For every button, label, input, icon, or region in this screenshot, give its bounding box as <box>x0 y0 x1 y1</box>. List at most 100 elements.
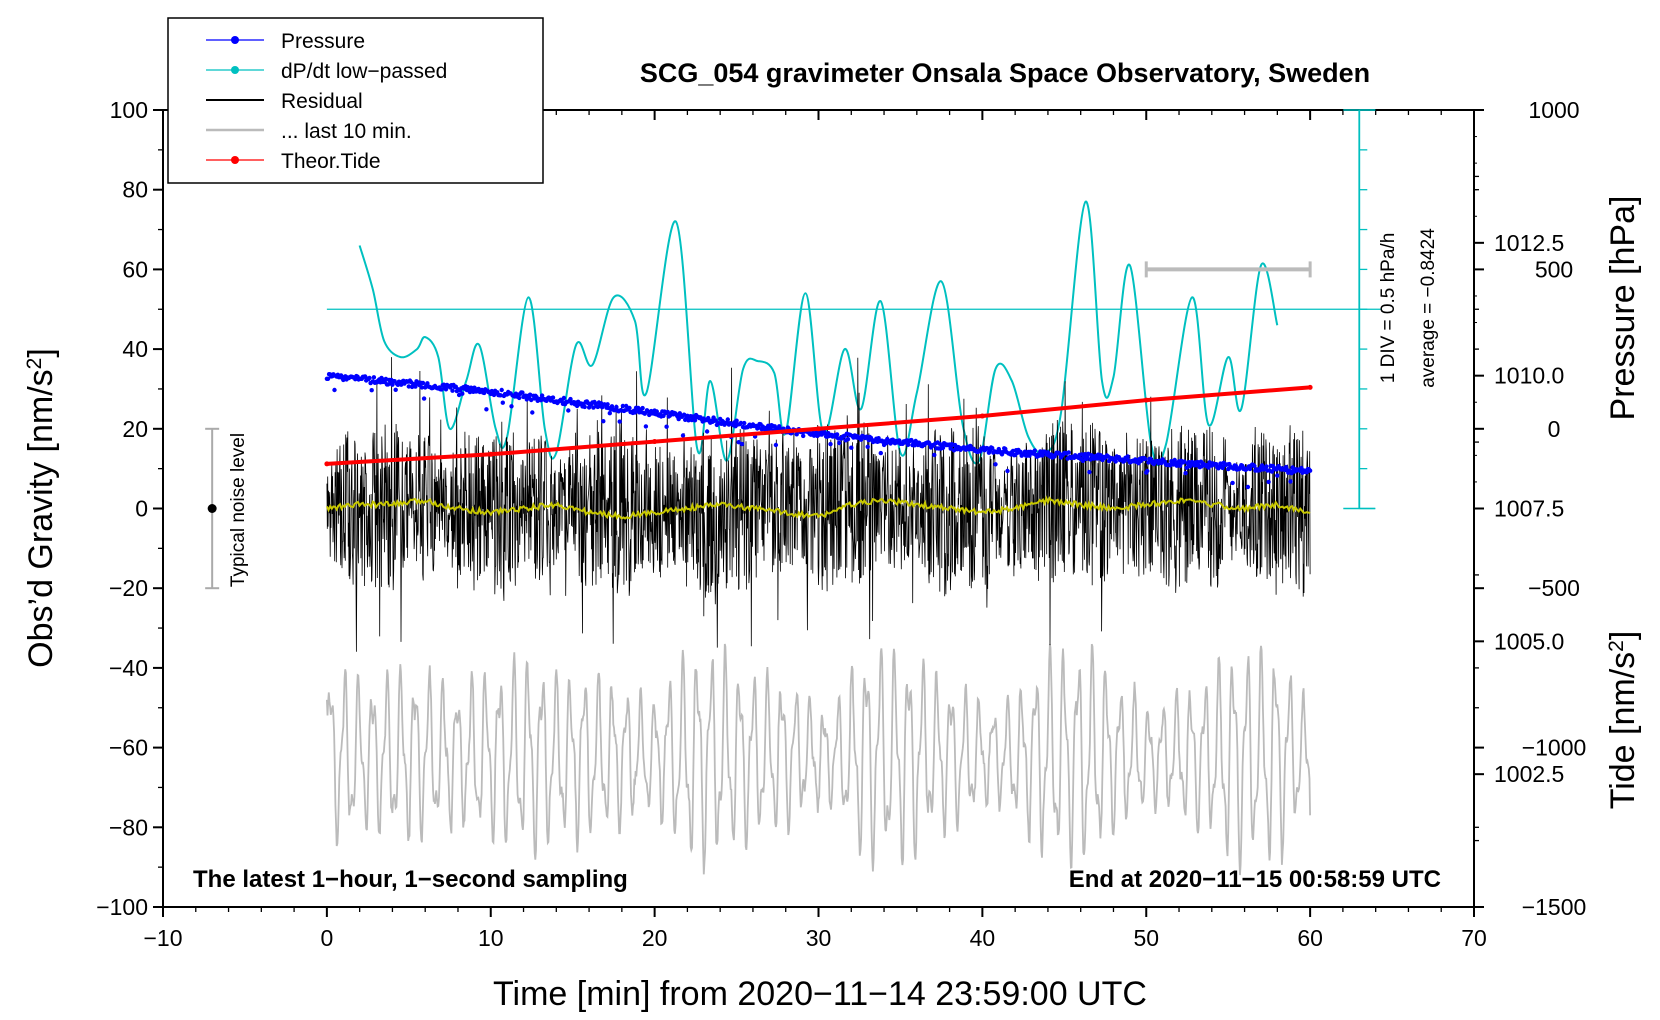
pressure-point <box>897 438 902 443</box>
y-tick-label: 40 <box>122 336 148 362</box>
pressure-point <box>665 409 670 415</box>
pressure-point <box>421 396 427 401</box>
pressure-point <box>627 405 632 411</box>
legend-marker-dpdt <box>231 66 239 74</box>
pressure-point <box>1266 479 1271 485</box>
pressure-point <box>1206 465 1211 470</box>
y-tick-label: −40 <box>109 655 148 681</box>
average-label: average = −0.8424 <box>1418 228 1439 388</box>
pressure-point <box>801 433 806 439</box>
pressure-tick-label: 1007.5 <box>1494 496 1564 522</box>
pressure-point <box>1113 459 1118 464</box>
pressure-point <box>932 452 937 458</box>
pressure-point <box>680 433 686 438</box>
ten-minute-bar <box>1144 261 1312 278</box>
pressure-point <box>420 380 426 386</box>
legend-label-dpdt: dP/dt low−passed <box>281 60 447 83</box>
pressure-point <box>443 387 449 392</box>
pressure-point <box>517 395 522 401</box>
legend-label-residual: Residual <box>281 90 363 113</box>
pressure-point <box>1259 463 1265 468</box>
x-tick-label: 40 <box>970 925 996 951</box>
pressure-point <box>725 417 730 422</box>
pressure-point <box>1125 454 1130 459</box>
legend-item-theor-tide: Theor.Tide <box>206 150 381 173</box>
pressure-point <box>704 429 710 434</box>
pressure-point <box>1022 449 1028 454</box>
pressure-point <box>369 388 374 393</box>
end-time-annotation: End at 2020−11−15 00:58:59 UTC <box>1069 866 1441 893</box>
legend-label-last-10-min: ... last 10 min. <box>281 120 412 143</box>
pressure-point <box>1080 458 1086 464</box>
x-tick-label: 70 <box>1461 925 1487 951</box>
pressure-point <box>1038 449 1043 454</box>
theor-tide-point <box>1143 397 1149 403</box>
pressure-point <box>498 393 503 398</box>
pressure-point <box>598 401 604 406</box>
pressure-point <box>756 425 761 430</box>
div-scale-label: 1 DIV = 0.5 hPa/h <box>1378 233 1399 384</box>
x-tick-label: 20 <box>642 925 668 951</box>
pressure-point <box>681 412 687 417</box>
pressure-point <box>367 375 372 381</box>
pressure-point <box>419 385 425 390</box>
pressure-point <box>1066 450 1071 455</box>
noise-level-label: Typical noise level <box>228 433 249 587</box>
noise-level-bar <box>205 427 220 590</box>
pressure-point <box>837 440 842 446</box>
pressure-point <box>591 405 596 410</box>
pressure-point <box>713 418 718 423</box>
pressure-point <box>529 397 534 403</box>
pressure-point <box>550 395 556 400</box>
pressure-tick-label: 1012.5 <box>1494 230 1564 256</box>
y-axis-title-tide: Tide [nm/s2] <box>1604 631 1642 810</box>
pressure-point <box>878 450 883 456</box>
pressure-point <box>640 405 645 411</box>
pressure-point <box>1088 457 1093 462</box>
pressure-point <box>1085 454 1090 460</box>
x-tick-label: 60 <box>1297 925 1323 951</box>
y-tick-label: 20 <box>122 416 148 442</box>
tide-tick-label: 1000 <box>1528 97 1579 123</box>
chart-title: SCG_054 gravimeter Onsala Space Observat… <box>640 58 1370 88</box>
pressure-point <box>601 419 606 424</box>
pressure-tick-label: 1005.0 <box>1494 628 1564 654</box>
pressure-point <box>325 376 331 381</box>
theor-tide-point <box>324 461 330 467</box>
pressure-point <box>1288 479 1293 484</box>
legend-marker-pressure <box>231 36 239 44</box>
x-tick-label: 30 <box>806 925 832 951</box>
y-tick-label: 80 <box>122 177 148 203</box>
pressure-point <box>865 444 870 449</box>
pressure-point <box>990 445 995 451</box>
pressure-point <box>390 382 395 387</box>
tide-tick-label: −500 <box>1528 575 1580 601</box>
pressure-point <box>1184 465 1189 470</box>
x-axis-title: Time [min] from 2020−11−14 23:59:00 UTC <box>493 975 1147 1013</box>
pressure-point <box>888 441 893 446</box>
legend: Pressure dP/dt low−passed Residual ... l… <box>167 17 544 184</box>
theor-tide-point <box>488 451 494 457</box>
y-tick-label: 0 <box>135 496 148 522</box>
pressure-point <box>664 424 669 429</box>
pressure-point <box>607 411 612 416</box>
pressure-point <box>654 409 659 414</box>
pressure-point <box>332 387 337 393</box>
noise-bar-center <box>207 504 217 513</box>
pressure-point <box>561 395 567 401</box>
legend-item-residual: Residual <box>206 90 363 113</box>
pressure-point <box>1040 453 1045 458</box>
pressure-point <box>617 419 622 424</box>
pressure-point <box>736 440 741 445</box>
pressure-point <box>692 418 698 423</box>
y-axis-pressure: 1002.5 1005.0 1007.5 1010.0 1012.5 <box>1474 136 1564 842</box>
pressure-point <box>530 410 535 415</box>
legend-label-theor-tide: Theor.Tide <box>281 150 381 173</box>
pressure-point <box>425 381 430 386</box>
pressure-point <box>1032 448 1038 453</box>
pressure-point <box>1000 449 1006 455</box>
pressure-point <box>734 418 739 423</box>
y-tick-label: 60 <box>122 256 148 282</box>
pressure-point <box>1145 468 1150 474</box>
x-tick-label: 10 <box>478 925 504 951</box>
